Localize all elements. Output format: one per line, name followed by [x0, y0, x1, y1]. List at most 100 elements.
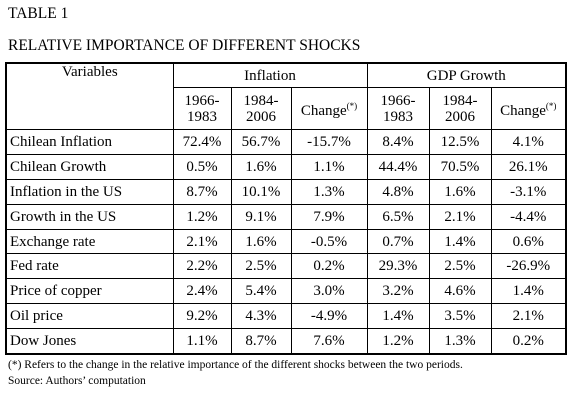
cell: 3.0% — [290, 278, 368, 305]
subheader-mark: (*) — [545, 101, 557, 111]
cell: 0.2% — [290, 253, 368, 280]
cell: 4.8% — [366, 178, 430, 205]
subheader: 1966- 1983 — [366, 87, 430, 130]
cell: -15.7% — [290, 129, 368, 155]
subheader-line: 1984- — [442, 92, 478, 109]
cell: 1.6% — [428, 178, 492, 205]
cell: 0.2% — [490, 328, 567, 355]
subheader: 1966- 1983 — [172, 87, 232, 130]
cell: 1.1% — [172, 328, 232, 355]
cell: 44.4% — [366, 153, 430, 180]
data-table: Variables Inflation GDP Growth 1966- 1983 198… — [5, 62, 568, 356]
data-row: Price of copper 2.4% 5.4% 3.0% 3.2% 4.6% 1.4% — [5, 278, 567, 305]
data-row: Oil price 9.2% 4.3% -4.9% 1.4% 3.5% 2.1% — [5, 303, 567, 330]
cell: 3.2% — [366, 278, 430, 305]
cell: 2.2% — [172, 253, 232, 280]
cell: 1.4% — [490, 278, 567, 305]
subheader-line: 2006 — [246, 108, 276, 125]
data-row: Dow Jones 1.1% 8.7% 7.6% 1.2% 1.3% 0.2% — [5, 328, 567, 355]
subheader-text: Change — [300, 103, 347, 119]
cell: 3.5% — [428, 303, 492, 330]
subheader-line: 1966- — [380, 92, 416, 109]
data-row: Fed rate 2.2% 2.5% 0.2% 29.3% 2.5% -26.9% — [5, 253, 567, 280]
cell: 9.2% — [172, 303, 232, 330]
cell: 2.4% — [172, 278, 232, 305]
cell: -4.4% — [490, 203, 567, 230]
cell: 2.5% — [230, 253, 292, 280]
cell: 4.6% — [428, 278, 492, 305]
cell: 0.7% — [366, 228, 430, 255]
table-body: Variables Inflation GDP Growth 1966- 1983 198… — [5, 62, 567, 355]
cell: 4.3% — [230, 303, 292, 330]
cell: 8.7% — [230, 328, 292, 355]
subheader-line: 2006 — [445, 108, 476, 125]
row-label: Dow Jones — [5, 328, 174, 355]
row-label: Exchange rate — [5, 228, 174, 255]
group-row: Variables Inflation GDP Growth — [5, 62, 567, 130]
cell: 26.1% — [490, 153, 567, 180]
cell: 56.7% — [230, 129, 292, 155]
cell: 8.4% — [366, 129, 430, 155]
subheader-text: Change — [500, 103, 546, 119]
cell: 72.4% — [172, 129, 232, 155]
subheader: 1984- 2006 — [230, 87, 292, 130]
subheader-line: 1983 — [383, 108, 414, 125]
cell: 10.1% — [230, 178, 292, 205]
subheader: Change(*) — [290, 87, 368, 130]
subheader-line: 1984- — [243, 92, 279, 109]
cell: 4.1% — [490, 129, 567, 155]
cell: 1.6% — [230, 228, 292, 255]
cell: 1.1% — [290, 153, 368, 180]
cell: -3.1% — [490, 178, 567, 205]
cell: 1.6% — [230, 153, 292, 180]
cell: 2.1% — [428, 203, 492, 230]
cell: 1.2% — [366, 328, 430, 355]
subheader-line: 1983 — [187, 108, 217, 125]
subheader: 1984- 2006 — [428, 87, 492, 130]
row-label: Inflation in the US — [5, 178, 174, 205]
cell: 1.2% — [172, 203, 232, 230]
row-label: Chilean Inflation — [5, 129, 174, 155]
cell: 29.3% — [366, 253, 430, 280]
group-header: Inflation — [172, 62, 368, 88]
data-row: Inflation in the US 8.7% 10.1% 1.3% 4.8% 1.6%… — [5, 178, 567, 205]
subheader-row: 1966- 1983 1984- 2006 Change(*) 1966- 1983 1984… — [6, 87, 567, 130]
source-note: Source: Authors’ computation — [8, 375, 146, 387]
cell: 6.5% — [366, 203, 430, 230]
table-title: RELATIVE IMPORTANCE OF DIFFERENT SHOCKS — [8, 37, 361, 54]
data-row: Chilean Growth 0.5% 1.6% 1.1% 44.4% 70.5% 26.1… — [5, 153, 567, 180]
data-row: Chilean Inflation 72.4% 56.7% -15.7% 8.4% 12.… — [5, 129, 567, 155]
cell: 7.9% — [290, 203, 368, 230]
subheader: Change(*) — [490, 87, 567, 130]
cell: 1.4% — [366, 303, 430, 330]
subheader-line: 1966- — [184, 92, 220, 109]
row-label: Price of copper — [5, 278, 174, 305]
cell: 0.6% — [490, 228, 567, 255]
corner-header: Variables — [5, 62, 174, 130]
cell: 2.5% — [428, 253, 492, 280]
cell: 1.4% — [428, 228, 492, 255]
data-row: Growth in the US 1.2% 9.1% 7.9% 6.5% 2.1% -4.4… — [5, 203, 567, 230]
cell: 2.1% — [490, 303, 567, 330]
cell: 5.4% — [230, 278, 292, 305]
cell: 9.1% — [230, 203, 292, 230]
table-label: TABLE 1 — [8, 5, 69, 22]
row-label: Growth in the US — [5, 203, 174, 230]
cell: -26.9% — [490, 253, 567, 280]
row-label: Fed rate — [5, 253, 174, 280]
cell: -4.9% — [290, 303, 368, 330]
group-header: GDP Growth — [366, 62, 567, 88]
cell: 8.7% — [172, 178, 232, 205]
cell: 1.3% — [428, 328, 492, 355]
cell: 2.1% — [172, 228, 232, 255]
subheader-mark: (*) — [346, 101, 358, 111]
data-row: Exchange rate 2.1% 1.6% -0.5% 0.7% 1.4% 0.6% — [5, 228, 567, 255]
row-label: Oil price — [5, 303, 174, 330]
cell: 1.3% — [290, 178, 368, 205]
footnote: (*) Refers to the change in the relative… — [8, 359, 463, 371]
cell: 7.6% — [290, 328, 368, 355]
row-label: Chilean Growth — [5, 153, 174, 180]
cell: 12.5% — [428, 129, 492, 155]
cell: 70.5% — [428, 153, 492, 180]
